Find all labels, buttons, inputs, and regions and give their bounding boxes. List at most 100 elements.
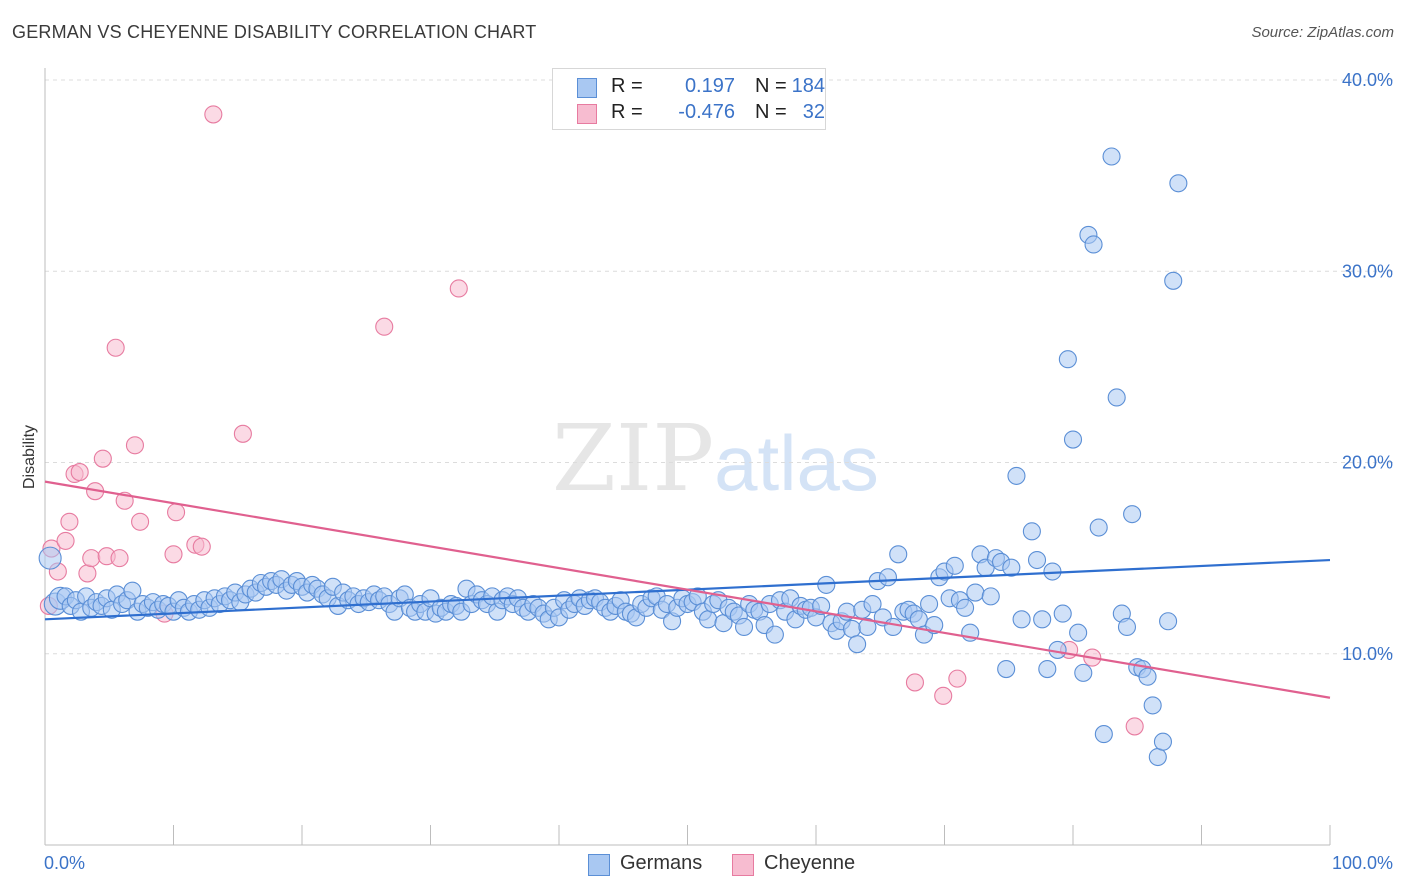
- y-tick-label: 10.0%: [1342, 644, 1393, 664]
- german-point: [878, 568, 898, 587]
- cheyenne-n-value: 32: [802, 101, 825, 123]
- german-point: [945, 556, 964, 575]
- german-point: [1123, 505, 1142, 524]
- cheyenne-point: [948, 669, 967, 688]
- source-label: Source: ZipAtlas.com: [1251, 24, 1394, 41]
- cheyenne-point: [375, 317, 394, 336]
- german-point: [1022, 522, 1041, 541]
- german-point: [848, 635, 867, 654]
- cheyenne-point: [233, 424, 252, 443]
- german-point: [817, 575, 836, 594]
- cheyenne-point: [106, 338, 125, 357]
- cheyenne-point: [167, 503, 186, 522]
- cheyenne-point: [905, 673, 924, 692]
- cheyenne-point: [110, 549, 129, 568]
- y-axis-label: Disability: [21, 425, 38, 489]
- german-point: [925, 616, 944, 635]
- cheyenne-point: [131, 512, 150, 531]
- german-point: [1058, 350, 1077, 369]
- chart-title: GERMAN VS CHEYENNE DISABILITY CORRELATIO…: [12, 22, 537, 42]
- watermark: ZIPatlas: [552, 405, 879, 512]
- cheyenne-r-label: R =: [611, 101, 643, 123]
- german-n-label: N =: [755, 75, 787, 97]
- cheyenne-point: [93, 449, 112, 468]
- german-point: [1053, 604, 1072, 623]
- german-points: [38, 147, 1188, 767]
- trend-lines: [44, 480, 1331, 699]
- cheyenne-point: [125, 436, 144, 455]
- german-point: [1148, 747, 1167, 767]
- german-point: [1094, 725, 1113, 744]
- cheyenne-point: [56, 531, 75, 550]
- german-point: [1164, 271, 1183, 290]
- german-n-value: 184: [791, 75, 825, 97]
- german-point: [1117, 617, 1137, 637]
- cheyenne-legend-swatch: [732, 854, 754, 876]
- german-point: [1012, 610, 1031, 629]
- german-point: [812, 596, 831, 615]
- cheyenne-point: [1125, 717, 1144, 736]
- y-tick-label: 40.0%: [1342, 70, 1393, 90]
- cheyenne-r-value: -0.476: [678, 101, 735, 123]
- cheyenne-swatch: [577, 104, 597, 124]
- germans-legend-swatch: [588, 854, 610, 876]
- cheyenne-points: [39, 105, 1144, 736]
- y-tick-label: 20.0%: [1342, 453, 1393, 473]
- tick-labels: 10.0% 20.0% 30.0% 40.0% 0.0% 100.0% Disability: [21, 70, 1393, 873]
- german-point: [1159, 612, 1178, 631]
- german-point: [1153, 732, 1172, 751]
- german-point: [1007, 466, 1026, 485]
- german-point: [884, 617, 903, 637]
- correlation-legend: R = 0.197 N = 184 R = -0.476 N = 32: [552, 68, 826, 130]
- cheyenne-point: [192, 537, 211, 556]
- german-point: [38, 546, 62, 570]
- german-point: [956, 598, 975, 617]
- german-point: [699, 610, 718, 629]
- germans-legend-label: Germans: [620, 852, 703, 874]
- german-point: [1038, 659, 1057, 679]
- german-point: [1084, 235, 1103, 254]
- german-point: [863, 594, 882, 614]
- german-point: [123, 581, 142, 600]
- german-point: [1074, 663, 1093, 682]
- cheyenne-point: [449, 279, 468, 298]
- cheyenne-point: [60, 512, 79, 531]
- cheyenne-point: [934, 686, 953, 705]
- watermark-zip: ZIP: [552, 405, 715, 512]
- german-point: [1169, 174, 1188, 193]
- german-r-label: R =: [611, 75, 643, 97]
- cheyenne-point: [204, 105, 223, 124]
- german-point: [734, 617, 754, 637]
- x-tick-label-min: 0.0%: [44, 853, 85, 873]
- german-point: [1002, 558, 1021, 577]
- cheyenne-trend-line: [44, 480, 1331, 699]
- german-point: [1102, 147, 1121, 166]
- cheyenne-legend-label: Cheyenne: [764, 852, 856, 874]
- german-r-value: 0.197: [684, 75, 735, 97]
- axes: [44, 68, 1331, 846]
- german-swatch: [577, 78, 597, 98]
- german-point: [981, 587, 1000, 606]
- grid-lines: [45, 79, 1395, 655]
- german-point: [1069, 623, 1088, 642]
- y-tick-label: 30.0%: [1342, 261, 1393, 281]
- german-point: [1027, 550, 1047, 570]
- german-point: [1089, 518, 1108, 537]
- series-legend: Germans Cheyenne: [0, 852, 1406, 878]
- x-tick-label-max: 100.0%: [1332, 853, 1393, 873]
- german-point: [858, 617, 877, 637]
- german-point: [889, 545, 908, 564]
- german-point: [842, 619, 862, 638]
- cheyenne-n-label: N =: [755, 101, 787, 123]
- cheyenne-point: [70, 463, 89, 482]
- german-point: [1033, 610, 1052, 629]
- german-point: [920, 594, 939, 614]
- german-point: [765, 625, 784, 644]
- cheyenne-point: [82, 549, 101, 568]
- german-point: [997, 659, 1016, 679]
- german-point: [1143, 696, 1162, 715]
- cheyenne-point: [78, 564, 97, 583]
- german-point: [966, 583, 985, 602]
- german-point: [1138, 667, 1157, 686]
